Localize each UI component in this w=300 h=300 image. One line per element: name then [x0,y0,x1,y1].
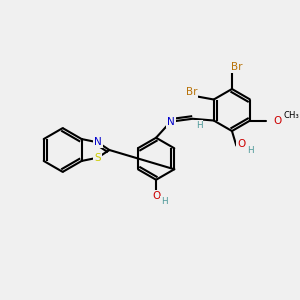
Text: O: O [152,191,160,201]
Text: O: O [273,116,281,125]
Text: Br: Br [185,87,197,97]
Text: H: H [196,121,202,130]
Text: S: S [94,153,101,163]
Text: N: N [94,137,102,147]
Text: Br: Br [231,62,242,72]
Text: H: H [247,146,254,154]
Text: N: N [167,117,175,127]
Text: CH₃: CH₃ [283,111,299,120]
Text: O: O [238,139,246,149]
Text: H: H [161,196,168,206]
